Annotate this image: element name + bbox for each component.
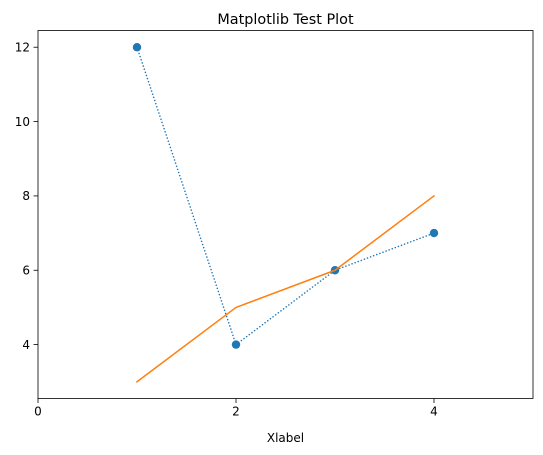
x-tick-label: 2	[232, 405, 240, 419]
series-1-line	[136, 46, 435, 346]
y-tick-label: 6	[22, 264, 30, 278]
x-tick-label: 4	[430, 405, 438, 419]
y-tick-label: 10	[15, 115, 30, 129]
series-1-point	[132, 43, 142, 52]
series-1-point	[429, 228, 439, 238]
x-axis-label: Xlabel	[267, 431, 304, 445]
axis-ticks: 0 2 4 4 6 8 10 12	[15, 41, 438, 419]
series-1-point	[231, 340, 241, 349]
y-tick-label: 8	[22, 189, 30, 203]
x-tick-label: 0	[34, 405, 42, 419]
y-tick-label: 12	[15, 41, 30, 55]
series-2-line	[135, 194, 436, 383]
y-tick-label: 4	[22, 338, 30, 352]
chart-title: Matplotlib Test Plot	[217, 12, 354, 28]
plot-area	[132, 43, 439, 383]
axes-frame	[37, 30, 534, 399]
